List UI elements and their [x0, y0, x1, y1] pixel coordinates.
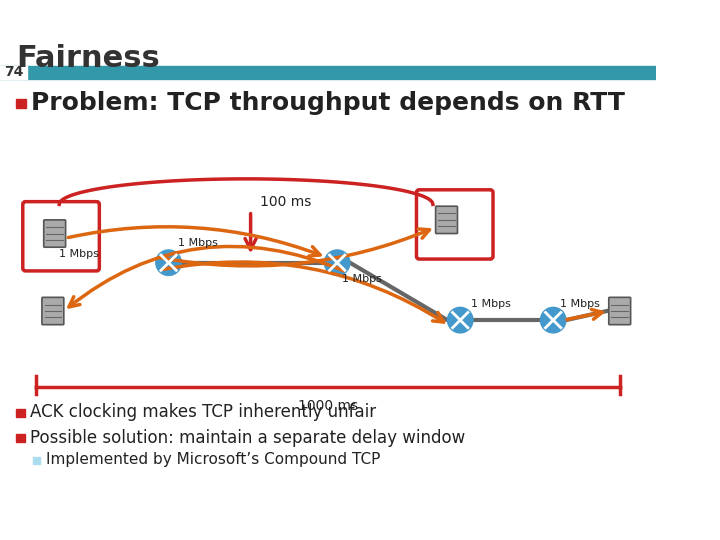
Circle shape [156, 250, 181, 275]
Text: Fairness: Fairness [17, 44, 160, 73]
Text: 100 ms: 100 ms [260, 194, 311, 208]
Text: Possible solution: maintain a separate delay window: Possible solution: maintain a separate d… [30, 429, 465, 447]
Circle shape [541, 307, 566, 333]
Bar [0, 66, 27, 79]
Bar [17, 434, 24, 442]
Bar [17, 99, 25, 108]
Text: 1 Mbps: 1 Mbps [342, 274, 382, 284]
Text: 1 Mbps: 1 Mbps [471, 299, 511, 309]
Text: Problem: TCP throughput depends on RTT: Problem: TCP throughput depends on RTT [31, 91, 625, 115]
Circle shape [325, 250, 350, 275]
FancyBboxPatch shape [44, 220, 66, 247]
Bar [0, 66, 656, 79]
Text: 74: 74 [4, 65, 23, 79]
Bar [33, 457, 40, 464]
Text: 1 Mbps: 1 Mbps [178, 238, 217, 248]
FancyBboxPatch shape [436, 206, 457, 233]
FancyBboxPatch shape [608, 298, 631, 325]
FancyBboxPatch shape [42, 298, 64, 325]
Text: 1 Mbps: 1 Mbps [59, 248, 99, 259]
Text: ACK clocking makes TCP inherently unfair: ACK clocking makes TCP inherently unfair [30, 403, 376, 421]
Text: 1 Mbps: 1 Mbps [560, 299, 600, 309]
Text: 1000 ms: 1000 ms [298, 400, 358, 414]
Circle shape [447, 307, 473, 333]
Text: Implemented by Microsoft’s Compound TCP: Implemented by Microsoft’s Compound TCP [45, 452, 380, 467]
Bar [17, 409, 24, 417]
